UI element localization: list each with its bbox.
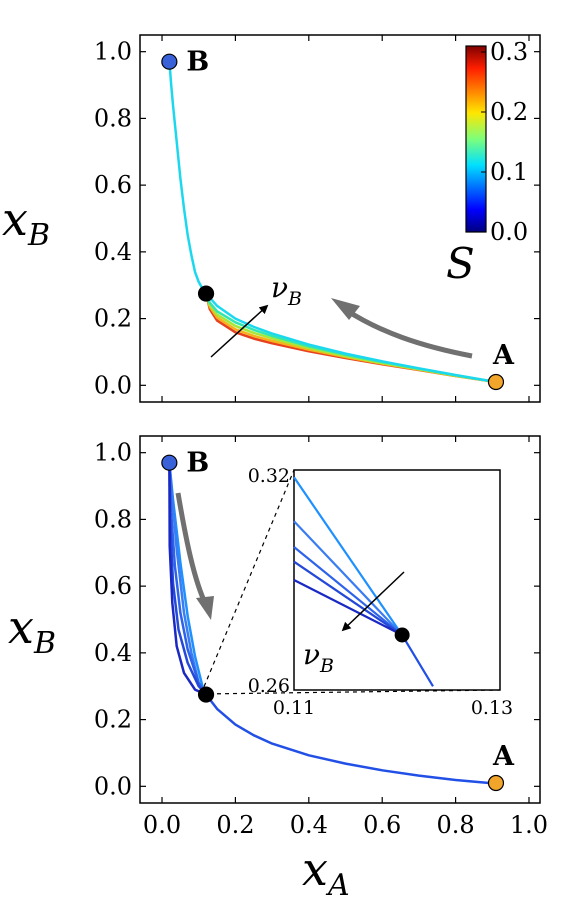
bottom-xlabel: xA — [302, 842, 350, 903]
top-nu-arrow — [210, 304, 269, 358]
inset-series-line — [293, 546, 403, 636]
inset-x-tick-label: 0.13 — [471, 697, 513, 719]
inset-nu-label: νB — [303, 638, 334, 677]
x-tick-label: 0.4 — [290, 811, 328, 839]
colorbar-tick-label: 0.0 — [490, 218, 528, 246]
bottom-panel: 0.00.20.40.60.81.00.0 0.2 0.4 0.6 0.8 1.0 BA … — [8, 435, 548, 903]
top-series-group — [168, 61, 497, 384]
series-line — [168, 462, 208, 696]
y-tick-label: 0.0 — [94, 371, 132, 399]
y-tick-label: 0.8 — [94, 505, 132, 533]
x-tick-label: 1.0 — [510, 811, 548, 839]
series-line — [205, 693, 497, 785]
bottom-ylabel-x: x — [8, 600, 34, 654]
colorbar — [465, 45, 487, 233]
point-marker — [197, 285, 215, 302]
top-ylabel-sub: B — [27, 218, 50, 253]
bottom-series-group — [168, 462, 497, 785]
y-tick-label: 0.2 — [94, 706, 132, 734]
top-panel: 0.00.20.40.60.81.0 νB BA 0.00.10.20.3 S … — [2, 34, 541, 403]
bottom-ticks: 0.0 0.2 0.4 0.6 0.8 1.0 0.0 0.2 0.4 0.6 0.8 1.0 — [94, 436, 548, 839]
top-ylabel-x: x — [2, 192, 28, 246]
y-tick-label: 0.6 — [94, 572, 132, 600]
point-label: A — [492, 741, 515, 772]
top-y-ticks: 0.0 0.2 0.4 0.6 0.8 1.0 — [94, 38, 540, 399]
y-tick-label: 0.6 — [94, 171, 132, 199]
point-marker — [161, 53, 178, 70]
point-label: B — [186, 47, 209, 78]
point-label: A — [492, 340, 515, 371]
x-tick-label: 0.6 — [363, 811, 401, 839]
colorbar-tick-label: 0.1 — [490, 158, 528, 186]
inset-nu-arrow — [341, 571, 405, 632]
point-marker — [161, 454, 178, 471]
inset-x-tick-label: 0.11 — [273, 697, 315, 719]
y-tick-label: 1.0 — [94, 38, 132, 66]
inset-ticks: 0.32 0.260.11 0.13 — [248, 465, 513, 719]
inset-series-line — [293, 476, 404, 636]
colorbar-tick-label: 0.2 — [490, 98, 528, 126]
bottom-plot-frame — [139, 435, 541, 804]
bottom-points: BA — [161, 448, 515, 792]
point-marker — [487, 774, 505, 792]
x-tick-label: 0.0 — [143, 811, 181, 839]
x-tick-label: 0.2 — [216, 811, 254, 839]
top-plot-frame — [139, 34, 541, 403]
series-line — [168, 61, 497, 384]
inset-series-line — [293, 560, 403, 636]
bottom-xlabel-sub: A — [325, 868, 350, 903]
x-tick-label: 0.8 — [437, 811, 475, 839]
inset-y-tick-label: 0.26 — [248, 675, 290, 697]
top-gray-arrow — [344, 307, 473, 359]
top-points: BA — [161, 47, 515, 391]
point-marker — [197, 686, 215, 703]
bottom-xlabel-x: x — [302, 842, 328, 896]
point-label: B — [186, 448, 209, 479]
top-ylabel: xB — [2, 192, 50, 253]
y-tick-label: 1.0 — [94, 439, 132, 467]
colorbar-ticks: 0.0 0.1 0.2 0.3 — [481, 38, 528, 246]
colorbar-tick-label: 0.3 — [490, 38, 528, 66]
inset-series-line — [293, 579, 403, 636]
y-tick-label: 0.2 — [94, 305, 132, 333]
inset-series-line — [293, 520, 403, 636]
bottom-ylabel-sub: B — [33, 626, 56, 661]
inset-zoom-line-top — [200, 469, 295, 695]
series-line — [168, 462, 207, 696]
colorbar-label: S — [446, 239, 475, 288]
point-marker — [487, 373, 505, 391]
top-x-tick-marks — [161, 35, 530, 402]
y-tick-label: 0.4 — [94, 639, 132, 667]
top-gray-arrowhead — [331, 298, 360, 320]
inset-series-line — [401, 634, 434, 687]
inset-y-tick-label: 0.32 — [248, 465, 290, 487]
y-tick-label: 0.0 — [94, 772, 132, 800]
bottom-ylabel: xB — [8, 600, 56, 661]
bottom-gray-arrow — [175, 492, 209, 607]
y-tick-label: 0.4 — [94, 238, 132, 266]
y-tick-label: 0.8 — [94, 104, 132, 132]
bottom-gray-arrowhead — [196, 596, 214, 620]
inset-series-group — [293, 476, 434, 687]
inset-point-marker — [394, 627, 410, 643]
top-nu-label: νB — [271, 271, 302, 310]
